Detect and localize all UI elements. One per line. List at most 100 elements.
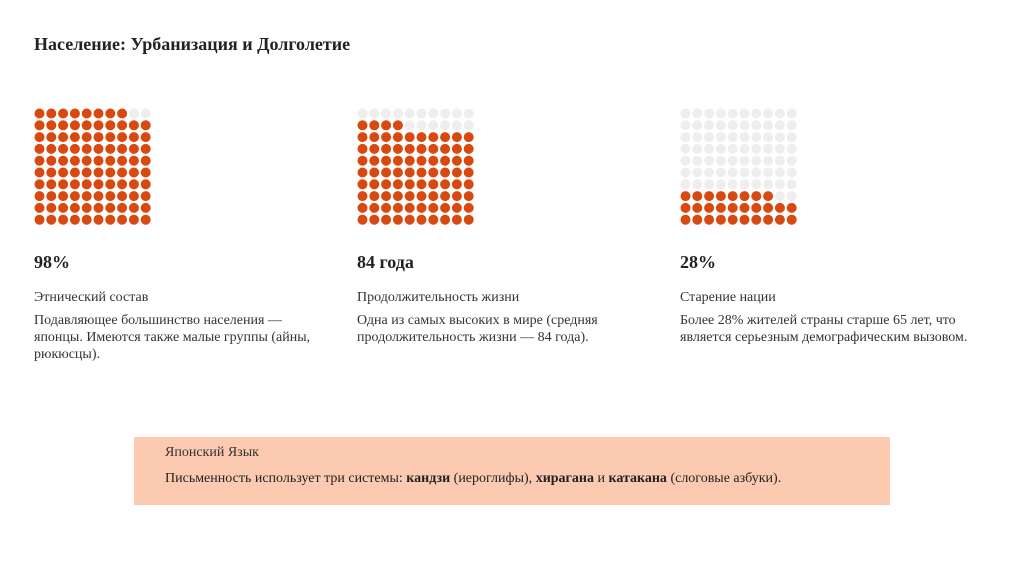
waffle-dot [140,167,151,178]
waffle-dot [440,202,451,213]
waffle-dot [404,143,415,154]
waffle-dot-empty [774,155,785,166]
waffle-dot [404,202,415,213]
waffle-dot [428,167,439,178]
waffle-dot [140,120,151,131]
waffle-dot [81,108,92,119]
waffle-dot [392,191,403,202]
waffle-dot-empty [739,120,750,131]
waffle-dot-empty [715,167,726,178]
waffle-dot [357,202,368,213]
waffle-dot [117,120,128,131]
waffle-dot [34,155,45,166]
waffle-dot-empty [763,132,774,143]
waffle-dot [105,167,116,178]
waffle-dot-empty [704,143,715,154]
waffle-dot [451,202,462,213]
waffle-dot-empty [128,108,139,119]
waffle-dot-empty [715,120,726,131]
waffle-dot [369,120,380,131]
waffle-dot [46,214,57,225]
waffle [357,108,474,225]
waffle-dot [58,143,69,154]
waffle-dot-empty [739,167,750,178]
waffle-dot-empty [463,120,474,131]
stat-panel: 84 года Продолжительность жизни Одна из са… [357,108,657,346]
waffle-dot-empty [751,143,762,154]
waffle-dot [451,132,462,143]
waffle-dot [105,155,116,166]
waffle-dot [404,179,415,190]
waffle-dot [369,179,380,190]
waffle-dot [463,167,474,178]
waffle-dot [34,179,45,190]
waffle-dot-empty [715,155,726,166]
waffle-dot [715,191,726,202]
waffle-dot [105,179,116,190]
waffle-dot [81,202,92,213]
waffle-dot [69,108,80,119]
waffle-dot [34,132,45,143]
waffle-dot-empty [751,120,762,131]
waffle-dot-empty [680,143,691,154]
waffle-dot-empty [751,167,762,178]
waffle-dot-empty [404,120,415,131]
waffle-dot [34,143,45,154]
waffle-dot [34,214,45,225]
note-part: Письменность использует три системы: [165,471,407,486]
waffle-dot [58,155,69,166]
waffle-dot [34,191,45,202]
waffle-dot [58,120,69,131]
waffle-dot-empty [451,120,462,131]
waffle-dot [357,155,368,166]
waffle-dot [763,214,774,225]
waffle-dot [428,155,439,166]
waffle-dot [117,191,128,202]
waffle-dot-empty [786,120,797,131]
waffle-dot [451,179,462,190]
waffle-dot-empty [440,120,451,131]
waffle-dot [357,179,368,190]
note-part: (иероглифы), [450,471,536,486]
waffle-dot [704,191,715,202]
waffle-dot [128,155,139,166]
waffle-dot [715,214,726,225]
waffle-dot [416,214,427,225]
waffle-dot [105,120,116,131]
waffle-dot [140,214,151,225]
waffle-dot [93,143,104,154]
waffle-dot [428,191,439,202]
waffle-dot [105,191,116,202]
waffle-dot [93,120,104,131]
waffle-dot [428,202,439,213]
waffle-dot [81,179,92,190]
waffle-dot [93,202,104,213]
waffle-dot [381,202,392,213]
note-box: Японский Язык Письменность использует тр… [134,437,890,505]
note-part: катакана [608,471,667,486]
waffle-dot [428,179,439,190]
waffle-dot [69,120,80,131]
waffle-dot [93,191,104,202]
waffle-dot-empty [763,167,774,178]
waffle-dot-empty [715,132,726,143]
waffle-dot [58,108,69,119]
waffle-dot-empty [774,179,785,190]
waffle-dot [46,191,57,202]
waffle-dot [93,214,104,225]
waffle [34,108,151,225]
waffle-dot [117,132,128,143]
waffle-dot-empty [680,120,691,131]
waffle-dot [128,179,139,190]
waffle-dot-empty [751,155,762,166]
waffle-dot-empty [704,132,715,143]
waffle-dot [416,155,427,166]
waffle-dot [440,179,451,190]
waffle-dot [381,120,392,131]
waffle-dot [392,214,403,225]
note-part: и [593,471,609,486]
waffle-dot-empty [416,108,427,119]
waffle-dot-empty [692,120,703,131]
waffle-dot-empty [774,191,785,202]
waffle-dot [463,179,474,190]
